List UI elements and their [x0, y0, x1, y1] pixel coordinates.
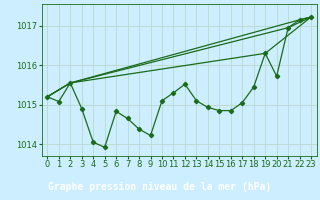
- Text: Graphe pression niveau de la mer (hPa): Graphe pression niveau de la mer (hPa): [48, 182, 272, 192]
